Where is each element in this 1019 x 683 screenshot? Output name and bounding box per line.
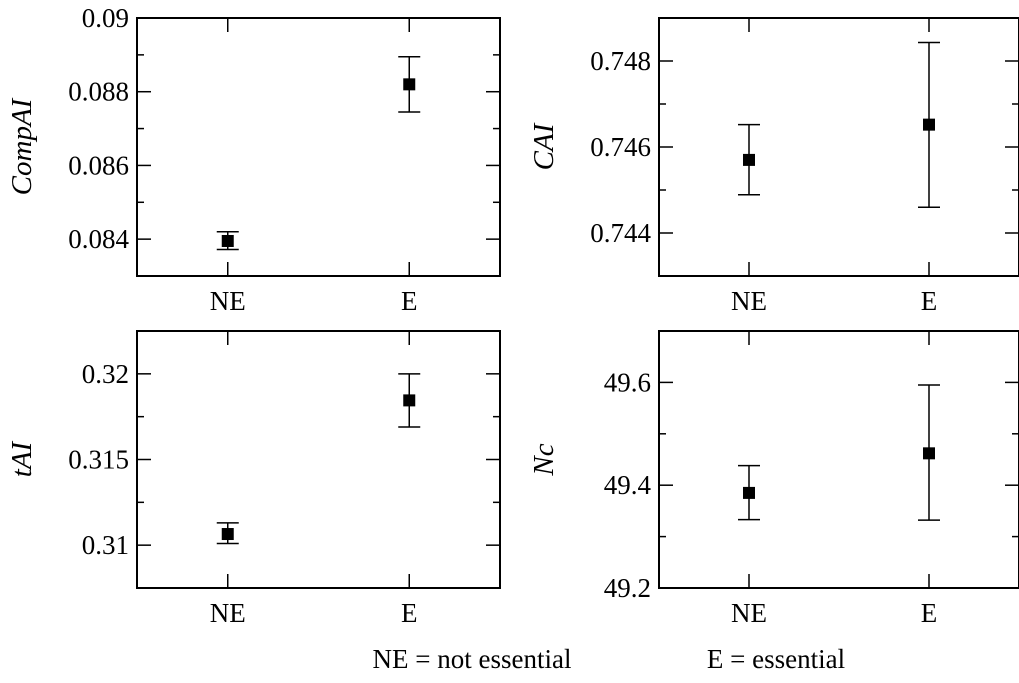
x-tick-label-ne: NE <box>210 598 246 628</box>
footnote-e: E = essential <box>707 644 845 674</box>
panel-nc: 49.2 49.4 49.6 NE E Nc <box>528 330 1019 628</box>
y-tick-label: 0.084 <box>68 224 129 254</box>
y-tick-label: 49.6 <box>604 367 651 397</box>
x-tick-label-ne: NE <box>731 286 767 316</box>
footnote-ne: NE = not essential <box>373 644 572 674</box>
x-tick-label-ne: NE <box>731 598 767 628</box>
y-tick-label: 49.2 <box>604 573 651 603</box>
data-point-e <box>403 78 416 91</box>
data-point-e <box>403 394 416 407</box>
plot-frame-tai <box>136 330 501 589</box>
y-tick-label: 0.088 <box>68 77 129 107</box>
y-axis-label-nc: Nc <box>528 443 560 476</box>
y-tick-label: 0.32 <box>82 359 129 389</box>
panel-cai: 0.744 0.746 0.748 NE E CAI <box>528 17 1019 316</box>
x-tick-label-e: E <box>401 286 418 316</box>
y-axis-label-cai: CAI <box>528 122 560 170</box>
panel-compai: 0.084 0.086 0.088 0.09 NE E CompAI <box>6 3 501 316</box>
data-point-e <box>923 118 935 131</box>
y-tick-label: 0.09 <box>82 3 129 33</box>
data-point-ne <box>743 153 755 166</box>
data-point-ne <box>221 528 234 541</box>
data-point-e <box>923 447 935 460</box>
plot-frame-cai <box>658 17 1019 277</box>
y-tick-label: 0.748 <box>590 46 651 76</box>
y-tick-label: 0.744 <box>590 218 651 248</box>
x-tick-label-ne: NE <box>210 286 246 316</box>
data-point-ne <box>743 486 755 499</box>
y-axis-label-compai: CompAI <box>6 97 38 195</box>
y-tick-label: 0.31 <box>82 530 129 560</box>
x-tick-label-e: E <box>921 598 938 628</box>
data-point-ne <box>221 234 234 247</box>
x-tick-label-e: E <box>921 286 938 316</box>
y-tick-label: 49.4 <box>604 470 652 500</box>
y-tick-label: 0.315 <box>68 445 129 475</box>
y-tick-label: 0.086 <box>68 150 129 180</box>
plot-frame-compai <box>136 17 501 277</box>
y-tick-label: 0.746 <box>590 132 651 162</box>
y-axis-label-tai: tAI <box>6 440 38 477</box>
plot-frame-nc <box>658 330 1019 589</box>
x-tick-label-e: E <box>401 598 418 628</box>
